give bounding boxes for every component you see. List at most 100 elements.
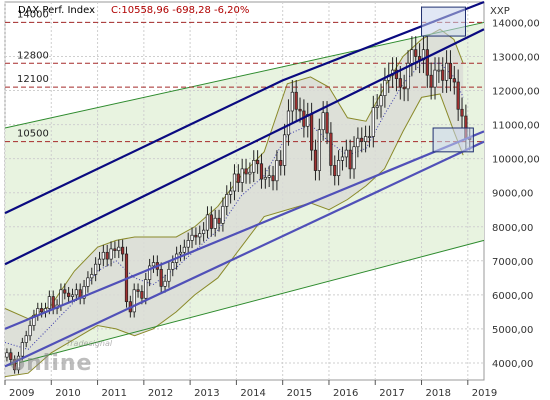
x-tick-label: 2013 [194,388,219,399]
y-tick-label: 9000,00 [492,189,533,200]
candle-body [186,240,190,248]
candle-body [310,114,314,151]
highlight-box [421,6,466,37]
candle-body [256,160,260,165]
candle-body [371,107,375,137]
candle-body [136,289,140,292]
trend-line-blue-dark-2 [4,28,485,266]
candle-body [67,292,71,297]
x-tick-label: 2016 [333,388,358,399]
candle-body [109,248,113,260]
candle-body [74,289,78,296]
chart-header-quote: C:10558,96 -698,28 -6,20% [111,5,249,16]
candle-body [325,112,329,134]
candle-body [394,69,399,79]
candle-body [59,289,63,306]
candle-body [113,248,117,251]
candle-body [429,74,433,88]
x-tick-label: 2018 [426,388,451,399]
x-tick-label: 2019 [472,388,497,399]
candle-body [348,149,352,170]
x-tick-label: 2014 [240,388,265,399]
candle-body [375,105,379,108]
candle-body [198,233,202,238]
candle-body [383,79,387,96]
candle-body [97,258,102,265]
candle-body [271,175,275,182]
trend-line-blue-light-1 [4,130,485,330]
candle-body [329,132,333,166]
candle-body [70,294,75,297]
candle-body [340,156,345,161]
chart-header-instrument: DAX Perf. Index [18,5,95,16]
candle-body [205,214,210,231]
candle-body [20,342,24,357]
resistance-label: 10500 [17,129,49,140]
trend-line-blue-dark-1 [4,0,485,215]
candle-body [194,234,198,238]
candle-body [32,314,36,326]
candle-body [248,171,252,175]
candle-body [263,177,267,180]
candle-body [229,190,233,195]
candle-body [252,160,256,173]
x-tick-label: 2010 [55,388,80,399]
candle-body [148,265,152,280]
candle-body [217,217,221,224]
candle-body [294,91,298,110]
y-tick-label: 12000,00 [492,87,540,98]
candle-body [82,286,86,299]
candle-body [363,136,368,142]
candle-body [24,335,28,343]
candle-body [441,69,445,81]
candle-body [236,173,240,183]
y-tick-label: 13000,00 [492,52,540,63]
x-tick-label: 2017 [379,388,404,399]
candle-body [367,136,372,138]
candle-body [94,263,98,275]
candle-body [209,214,213,229]
candle-body [283,134,287,166]
candle-body [410,49,414,64]
candle-body [317,129,321,171]
candle-body [298,108,302,112]
candle-body [244,168,248,175]
y-axis-unit-label: XXP [490,6,510,17]
candle-body [240,168,244,183]
resistance-label: 12800 [17,50,49,61]
candle-body [379,95,383,107]
moving-average-line [4,62,464,350]
y-tick-label: 14000,00 [492,18,540,29]
candle-body [221,205,225,224]
candle-body [406,62,410,90]
candle-body [336,160,341,177]
candle-body [90,274,94,279]
y-tick-label: 11000,00 [492,121,540,132]
y-tick-label: 5000,00 [492,325,533,336]
resistance-label: 14000 [17,9,49,20]
x-tick-label: 2015 [287,388,312,399]
candle-body [275,160,279,182]
resistance-label: 12100 [17,74,49,85]
candle-body [456,81,460,110]
candle-body [286,110,291,136]
candle-body [28,325,32,337]
candle-body [40,308,44,313]
candle-body [402,86,406,90]
candle-body [313,149,318,171]
candle-body [267,175,271,178]
candle-body [213,217,217,229]
watermark-big: online [10,351,92,376]
green-channel-lower-line [4,239,485,367]
candle-body [167,268,171,282]
y-tick-label: 8000,00 [492,223,533,234]
candle-body [101,251,105,260]
candle-body [86,277,90,287]
candle-body [132,289,136,313]
y-tick-label: 7000,00 [492,257,533,268]
candle-body [425,49,429,76]
candle-body [279,160,283,166]
candle-body [232,173,237,192]
candle-body [352,146,356,170]
highlight-box [432,127,474,153]
